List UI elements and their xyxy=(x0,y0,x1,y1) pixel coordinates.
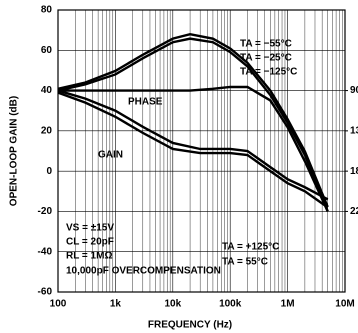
annotation: RL = 1MΩ xyxy=(66,251,112,262)
y-axis-label: OPEN-LOOP GAIN (dB) xyxy=(9,96,20,206)
y-tick-label: 40 xyxy=(41,85,53,96)
curve xyxy=(57,91,329,209)
y2-tick-label: 135 xyxy=(350,125,358,136)
series-label: TA = +125°C xyxy=(222,242,279,253)
y2-tick-label: 225 xyxy=(350,206,358,217)
x-tick-label: 10k xyxy=(164,299,181,310)
y-tick-label: 20 xyxy=(41,125,53,136)
y-tick-label: 80 xyxy=(41,5,53,16)
series-label: TA = −25°C xyxy=(240,53,292,64)
annotation: PHASE xyxy=(128,97,163,108)
series-label: TA = 55°C xyxy=(222,257,268,268)
y2-tick-label: 90 xyxy=(350,85,358,96)
annotation: 10,000pF OVERCOMPENSATION xyxy=(66,266,221,277)
curve xyxy=(57,32,329,208)
x-tick-label: 10M xyxy=(335,299,354,310)
y-tick-label: -40 xyxy=(38,246,53,257)
series-label: TA = −55°C xyxy=(240,39,292,50)
y-tick-label: 0 xyxy=(46,166,52,177)
annotation: GAIN xyxy=(98,150,123,161)
x-tick-label: 1k xyxy=(110,299,122,310)
x-tick-label: 100k xyxy=(219,299,242,310)
x-tick-label: 100 xyxy=(50,299,67,310)
curve xyxy=(57,89,329,201)
y2-tick-label: 180 xyxy=(350,166,358,177)
y-tick-label: -60 xyxy=(38,287,53,298)
annotation: CL = 20pF xyxy=(66,237,114,248)
series-label: TA = −125°C xyxy=(240,67,297,78)
annotation: VS = ±15V xyxy=(66,223,114,234)
y-tick-label: 60 xyxy=(41,45,53,56)
curve xyxy=(57,37,329,212)
x-tick-label: 1M xyxy=(281,299,295,310)
curve xyxy=(58,85,329,212)
y-tick-label: -20 xyxy=(38,206,53,217)
x-axis-label: FREQUENCY (Hz) xyxy=(148,320,232,331)
